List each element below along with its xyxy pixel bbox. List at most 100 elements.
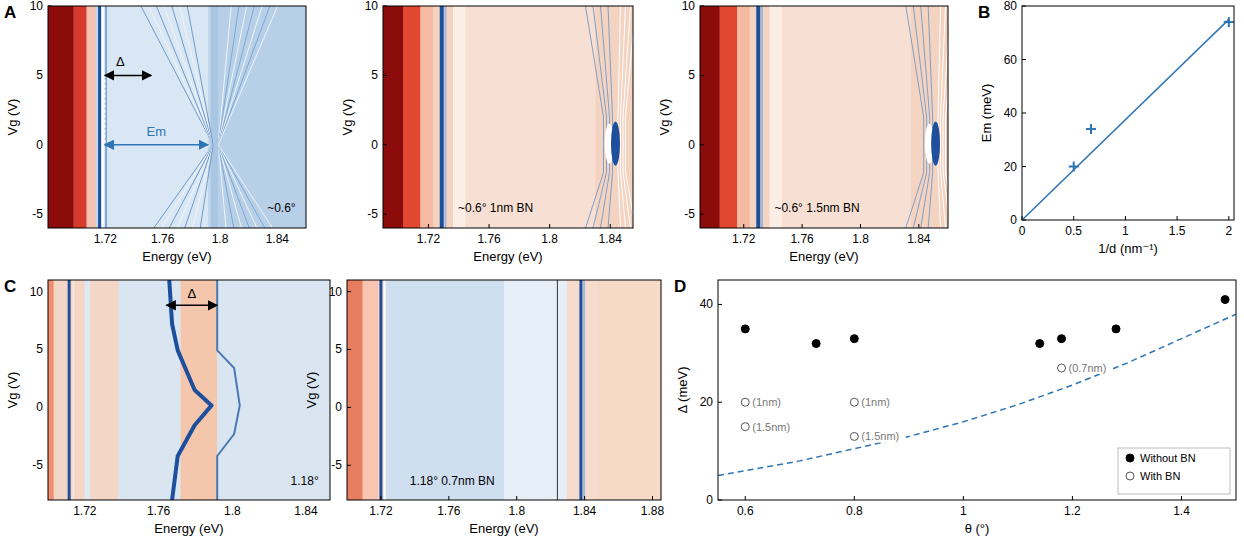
- plot-frame: [48, 6, 306, 228]
- y-tick-label: 5: [688, 68, 695, 82]
- x-tick-label: 1.84: [907, 232, 931, 246]
- spectrum-feature: [913, 6, 926, 228]
- x-axis-title: Energy (eV): [154, 521, 223, 536]
- plus-marker: [1086, 124, 1096, 134]
- point-label: (1nm): [752, 396, 781, 408]
- y-axis-title: Δ (meV): [675, 367, 690, 414]
- filled-point: [741, 325, 749, 333]
- filled-point: [1112, 325, 1120, 333]
- x-tick-label: 0.5: [1065, 224, 1082, 238]
- x-tick-label: 1.4: [1173, 504, 1190, 518]
- spectrum-feature: [608, 6, 613, 228]
- spectrum-line: [379, 280, 382, 500]
- y-tick: [700, 214, 704, 215]
- x-tick-label: 0: [1019, 224, 1026, 238]
- x-tick: [489, 224, 490, 228]
- x-tick-label: 1.84: [599, 232, 623, 246]
- y-tick-label: 10: [329, 285, 343, 299]
- spectrum-band: [363, 280, 379, 500]
- x-tick: [802, 224, 803, 228]
- x-tick: [1073, 216, 1074, 220]
- spectrum-band: [85, 280, 91, 500]
- label-patch: [860, 429, 905, 442]
- y-tick: [1022, 113, 1026, 114]
- y-tick: [383, 75, 387, 76]
- spectrum-feature: [218, 6, 270, 228]
- y-tick-label: 10: [30, 285, 44, 299]
- y-axis-title: Vg (V): [304, 372, 319, 409]
- spectrum-band: [48, 6, 306, 228]
- open-point: [741, 423, 749, 431]
- plot-frame: [347, 280, 661, 500]
- guide-line: [104, 75, 106, 145]
- x-tick-label: 1.8: [224, 504, 241, 518]
- y-tick-label: -5: [32, 458, 43, 472]
- y-tick-label: 5: [36, 68, 43, 82]
- x-axis-title: 1/d (nm⁻¹): [1098, 241, 1158, 256]
- spectrum-line: [384, 280, 386, 500]
- annotation: ~0.6° 1.5nm BN: [774, 201, 859, 215]
- spectrum-band: [347, 280, 363, 500]
- spectrum-line: [440, 6, 444, 228]
- x-axis-title: Energy (eV): [142, 249, 211, 264]
- x-tick-label: 1.2: [1064, 504, 1081, 518]
- x-tick-label: 1.84: [266, 232, 290, 246]
- y-tick: [383, 144, 387, 145]
- x-tick-label: 0.8: [846, 504, 863, 518]
- x-tick-label: 1.84: [294, 504, 318, 518]
- plot-frame: [48, 280, 330, 500]
- x-tick: [1125, 216, 1126, 220]
- spectrum-band: [181, 280, 218, 500]
- annotations: 1.18° 0.7nm BN: [410, 474, 495, 488]
- x-tick-label: 1.72: [369, 504, 393, 518]
- y-tick-label: 20: [1004, 160, 1018, 174]
- spectrum-feature: [601, 6, 610, 228]
- x-tick-label: 1.5: [1169, 224, 1186, 238]
- plot-frame: [718, 280, 1236, 500]
- axes: 1.721.761.81.84-50510Energy (eV)Vg (V): [340, 0, 622, 264]
- y-tick-label: 40: [1004, 106, 1018, 120]
- x-tick: [745, 496, 746, 500]
- y-tick: [347, 407, 351, 408]
- y-tick-label: 5: [36, 342, 43, 356]
- y-tick: [347, 349, 351, 350]
- y-tick-label: 5: [371, 68, 378, 82]
- spectrum-band: [403, 6, 421, 228]
- spectrum-feature: [906, 6, 924, 228]
- spectrum-feature: [180, 6, 214, 228]
- annotations: ~0.6° 1nm BN: [458, 201, 533, 215]
- y-tick-label: 0: [706, 493, 713, 507]
- y-tick-label: -5: [684, 207, 695, 221]
- spectrum-feature: [141, 6, 213, 228]
- spectrum-band: [453, 6, 466, 228]
- annotation: Δ: [187, 286, 196, 301]
- label-patch: [860, 395, 893, 408]
- x-tick: [610, 224, 611, 228]
- filled-point: [850, 335, 858, 343]
- point-label: (1nm): [861, 396, 890, 408]
- y-axis-title: Vg (V): [5, 99, 20, 136]
- x-tick-label: 1.76: [151, 232, 175, 246]
- spectrum-feature: [218, 6, 254, 228]
- x-tick: [448, 496, 449, 500]
- axes: 1.721.761.81.841.88-50510Energy (eV)Vg (…: [304, 285, 665, 536]
- x-tick-label: 1.72: [417, 232, 441, 246]
- series-line: [718, 314, 1236, 475]
- y-tick-label: 5: [335, 342, 342, 356]
- plot-marks: [1022, 17, 1234, 220]
- spectrum-feature: [921, 6, 930, 228]
- x-tick: [652, 496, 653, 500]
- x-tick-label: 1.76: [147, 504, 171, 518]
- spectrum-band: [347, 280, 661, 500]
- axes: 1.721.761.81.84-50510Energy (eV)Vg (V): [657, 0, 931, 264]
- spectrum-band: [598, 280, 661, 500]
- panel-letter: D: [674, 277, 686, 296]
- x-tick-label: 1.76: [437, 504, 461, 518]
- plus-arm: [1228, 17, 1230, 27]
- open-point: [850, 398, 858, 406]
- x-tick: [1228, 216, 1229, 220]
- y-tick: [700, 75, 704, 76]
- plot-frame: [1022, 6, 1234, 220]
- annotations: ~0.6°ΔEm: [105, 54, 296, 216]
- y-axis-title: Vg (V): [5, 372, 20, 409]
